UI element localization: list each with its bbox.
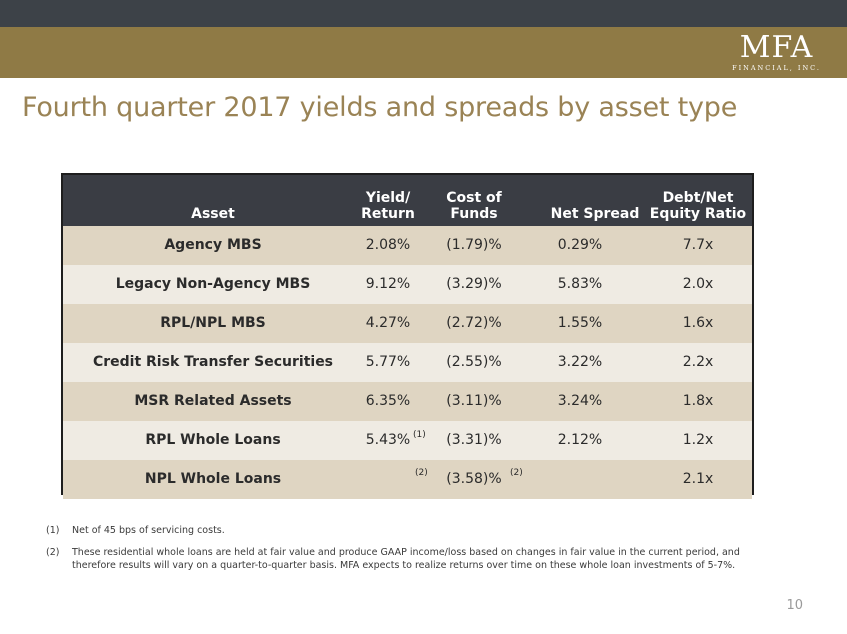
cell-spread: 5.83%: [557, 276, 603, 292]
cell-ratio: 2.2x: [682, 354, 714, 370]
cell-cost: (2.72)%: [446, 315, 502, 331]
header-yield-line1: Yield/: [365, 190, 411, 206]
cell-asset: MSR Related Assets: [134, 393, 292, 409]
cell-ratio: 1.8x: [682, 393, 714, 409]
footnote-number: (2): [46, 547, 60, 558]
cell-asset: RPL/NPL MBS: [160, 315, 266, 331]
page-number: 10: [786, 598, 803, 613]
table-row: RPL Whole Loans 5.43% (1) (3.31)% 2.12% …: [63, 421, 752, 460]
header-cost-line1: Cost of: [446, 190, 502, 206]
header-ratio: Debt/Net Equity Ratio: [648, 190, 748, 222]
cell-cost: (2.55)%: [446, 354, 502, 370]
footnote-text: These residential whole loans are held a…: [72, 547, 740, 571]
table-row: Agency MBS 2.08% (1.79)% 0.29% 7.7x: [63, 226, 752, 265]
table-row: MSR Related Assets 6.35% (3.11)% 3.24% 1…: [63, 382, 752, 421]
mfa-logo: MFA FINANCIAL, INC.: [732, 30, 821, 73]
footnote: (1) Net of 45 bps of servicing costs.: [46, 524, 776, 537]
cell-ratio: 2.1x: [682, 471, 714, 487]
cell-cost: (1.79)%: [446, 237, 502, 253]
cell-yield: 2.08%: [365, 237, 411, 253]
cell-asset: NPL Whole Loans: [144, 471, 282, 487]
footnote-marker: (2): [510, 468, 523, 478]
logo-main-text: MFA: [739, 30, 814, 65]
header-yield-line2: Return: [361, 206, 415, 222]
cell-asset: RPL Whole Loans: [145, 432, 281, 448]
cell-asset: Agency MBS: [164, 237, 262, 253]
footnote-marker: (2): [415, 468, 428, 478]
header-cost: Cost of Funds: [429, 190, 519, 222]
gold-banner: [0, 27, 847, 78]
table-row: RPL/NPL MBS 4.27% (2.72)% 1.55% 1.6x: [63, 304, 752, 343]
cell-cost: (3.11)%: [446, 393, 502, 409]
footnote: (2) These residential whole loans are he…: [46, 546, 776, 572]
header-ratio-line2: Equity Ratio: [649, 206, 747, 222]
cell-ratio: 2.0x: [682, 276, 714, 292]
cell-yield: 4.27%: [365, 315, 411, 331]
table-row: Legacy Non-Agency MBS 9.12% (3.29)% 5.83…: [63, 265, 752, 304]
header-ratio-line1: Debt/Net: [662, 190, 734, 206]
top-header-bar: [0, 0, 847, 27]
cell-cost: (3.58)%: [446, 471, 502, 487]
yields-table: Asset Yield/ Return Cost of Funds Net Sp…: [61, 173, 754, 499]
cell-spread: 2.12%: [557, 432, 603, 448]
footnote-number: (1): [46, 525, 60, 536]
cell-spread: 0.29%: [557, 237, 603, 253]
cell-ratio: 1.6x: [682, 315, 714, 331]
table-header: Asset Yield/ Return Cost of Funds Net Sp…: [63, 175, 752, 226]
cell-ratio: 1.2x: [682, 432, 714, 448]
page-title: Fourth quarter 2017 yields and spreads b…: [22, 92, 738, 123]
table-row: NPL Whole Loans (2) (3.58)% (2) 2.1x: [63, 460, 752, 499]
cell-ratio: 7.7x: [682, 237, 714, 253]
cell-yield: 5.77%: [365, 354, 411, 370]
header-cost-line2: Funds: [450, 206, 498, 222]
cell-spread: 3.24%: [557, 393, 603, 409]
cell-spread: 3.22%: [557, 354, 603, 370]
footnote-text: Net of 45 bps of servicing costs.: [72, 525, 225, 536]
cell-yield: 6.35%: [365, 393, 411, 409]
footnote-marker: (1): [413, 430, 426, 440]
header-asset: Asset: [191, 206, 235, 222]
cell-asset: Credit Risk Transfer Securities: [92, 354, 334, 370]
cell-yield: 9.12%: [365, 276, 411, 292]
header-spread: Net Spread: [550, 206, 640, 222]
cell-cost: (3.31)%: [446, 432, 502, 448]
cell-cost: (3.29)%: [446, 276, 502, 292]
cell-yield: 5.43%: [365, 432, 411, 448]
cell-asset: Legacy Non-Agency MBS: [115, 276, 311, 292]
logo-sub-text: FINANCIAL, INC.: [732, 64, 821, 72]
cell-spread: 1.55%: [557, 315, 603, 331]
table-row: Credit Risk Transfer Securities 5.77% (2…: [63, 343, 752, 382]
header-yield: Yield/ Return: [343, 190, 433, 222]
footnotes: (1) Net of 45 bps of servicing costs. (2…: [46, 524, 776, 581]
